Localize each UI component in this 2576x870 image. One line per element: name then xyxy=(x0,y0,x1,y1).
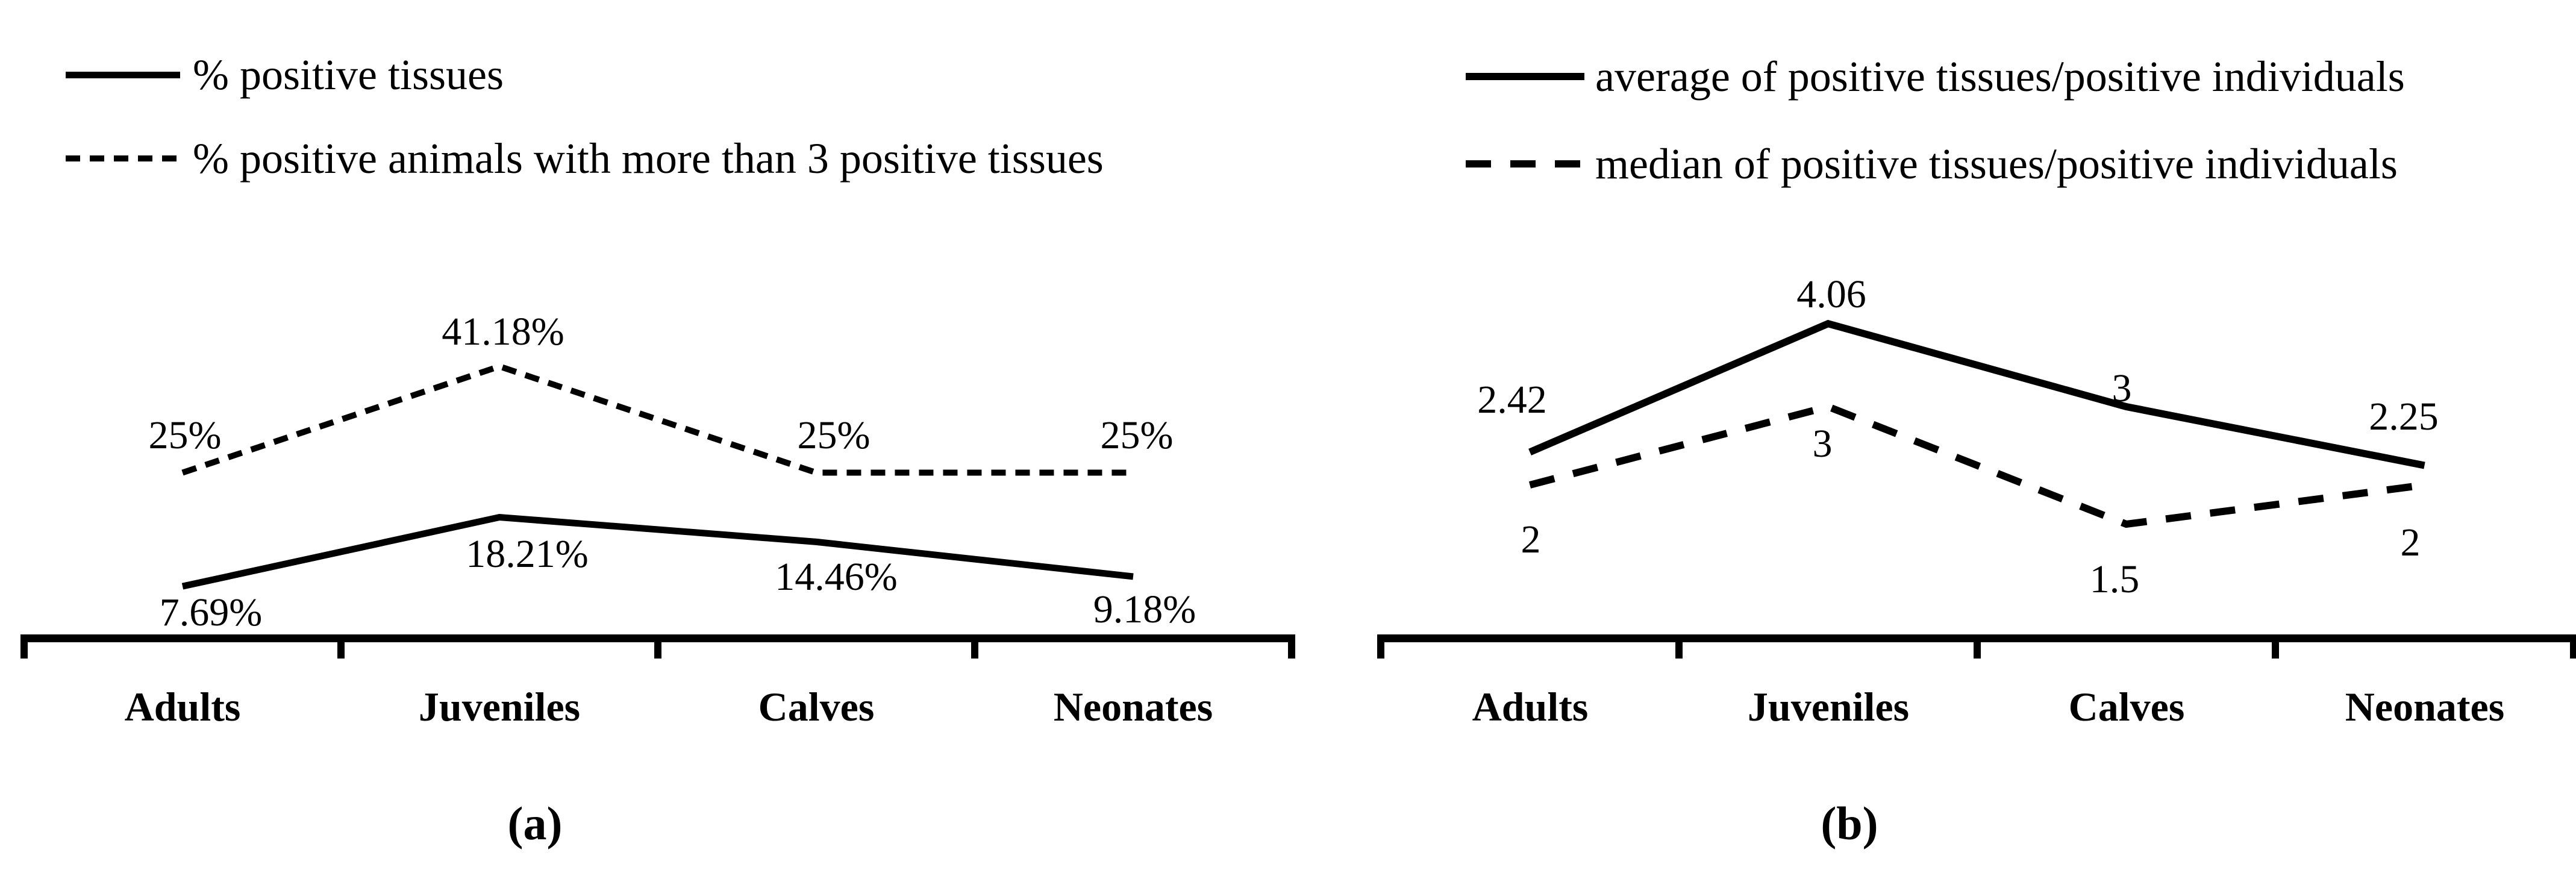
x-axis-label-neonates: Neonates xyxy=(2345,684,2505,730)
data-label: 2 xyxy=(2400,521,2421,565)
x-axis-label-juveniles: Juveniles xyxy=(418,684,581,730)
data-label: 2 xyxy=(1521,518,1541,562)
chart-b-axis xyxy=(1377,634,2576,659)
chart-a-solid-line xyxy=(181,513,1134,590)
data-label: 1.5 xyxy=(2089,557,2140,601)
legend-b-solid-label: average of positive tissues/positive ind… xyxy=(1595,52,2405,101)
subfigure-caption-b: (b) xyxy=(1821,797,1878,850)
data-label: 2.25 xyxy=(2369,395,2439,439)
data-label: 18.21% xyxy=(466,532,589,576)
data-label: 4.06 xyxy=(1796,272,1866,316)
data-label: 25% xyxy=(148,413,222,457)
x-axis-label-adults: Adults xyxy=(1472,684,1589,730)
data-label: 3 xyxy=(2112,366,2132,410)
x-axis-label-adults: Adults xyxy=(124,684,241,730)
chart-b-solid-line xyxy=(1528,319,2425,469)
legend-b-dashed-swatch-icon xyxy=(1466,160,1584,167)
x-axis-label-neonates: Neonates xyxy=(1053,684,1213,730)
data-label: 3 xyxy=(1812,422,1833,466)
chart-a-axis xyxy=(20,634,1295,659)
data-label: 25% xyxy=(1100,413,1174,457)
legend-a-dashed-label: % positive animals with more than 3 posi… xyxy=(193,134,1104,183)
chart-a-dashed-line xyxy=(181,363,1133,476)
legend-b-dashed-label: median of positive tissues/positive indi… xyxy=(1595,140,2398,188)
chart-b-dashed-line xyxy=(1528,402,2425,528)
legend-a-solid-swatch-icon xyxy=(66,72,180,78)
data-label: 25% xyxy=(797,413,871,457)
legend-a-dashed-swatch-icon xyxy=(66,155,180,161)
data-label: 2.42 xyxy=(1477,378,1547,422)
x-axis-label-calves: Calves xyxy=(758,684,875,730)
data-label: 9.18% xyxy=(1093,587,1196,631)
x-axis-label-juveniles: Juveniles xyxy=(1747,684,1910,730)
data-label: 41.18% xyxy=(442,310,564,354)
legend-b-solid-swatch-icon xyxy=(1466,73,1584,80)
data-label: 14.46% xyxy=(775,555,898,599)
subfigure-caption-a: (a) xyxy=(507,797,563,850)
data-label: 7.69% xyxy=(159,590,263,634)
legend-a-solid-label: % positive tissues xyxy=(193,51,504,99)
x-axis-label-calves: Calves xyxy=(2068,684,2185,730)
